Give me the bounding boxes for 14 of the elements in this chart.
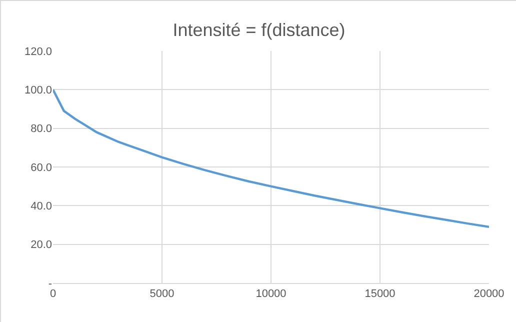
chart-title: Intensité = f(distance) xyxy=(172,20,346,40)
y-tick-label: 40.0 xyxy=(30,200,52,213)
x-tick-label: 20000 xyxy=(474,288,504,300)
x-tick-label: 5000 xyxy=(150,288,174,300)
y-tick-label: 80.0 xyxy=(30,123,52,136)
y-tick-label: 100.0 xyxy=(24,84,52,97)
x-tick-label: 10000 xyxy=(256,288,286,300)
x-tick-label: 0 xyxy=(50,288,56,300)
y-tick-label: 120.0 xyxy=(24,46,52,58)
x-tick-label: 15000 xyxy=(364,288,396,300)
y-tick-label: 60.0 xyxy=(30,162,52,174)
y-tick-label: - xyxy=(48,278,52,290)
y-tick-label: 20.0 xyxy=(30,239,52,252)
line-series xyxy=(53,88,489,228)
